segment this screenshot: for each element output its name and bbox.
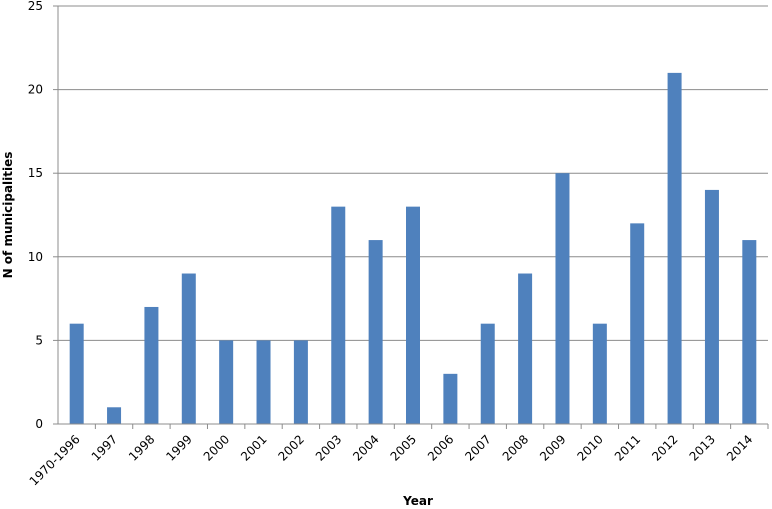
y-tick-label: 0 <box>35 417 43 431</box>
bar-2011 <box>630 223 645 424</box>
x-tick-label: 2000 <box>201 432 232 463</box>
bar-2013 <box>704 189 719 424</box>
x-tick-label: 1970-1996 <box>27 432 83 488</box>
bar-1970-1996 <box>69 323 84 424</box>
bar-2006 <box>443 373 458 424</box>
x-tick-label: 2010 <box>574 432 605 463</box>
bar-2004 <box>368 240 383 424</box>
x-tick-label: 2007 <box>462 432 493 463</box>
bar-2002 <box>293 340 308 424</box>
y-tick-label: 15 <box>28 166 43 180</box>
gridlines <box>53 5 768 425</box>
bar-1997 <box>107 407 122 424</box>
bar-2007 <box>480 323 495 424</box>
y-tick-label: 10 <box>28 250 43 264</box>
x-tick-label: 2002 <box>276 432 307 463</box>
bar-2005 <box>406 206 420 424</box>
bar-1999 <box>181 273 196 424</box>
bar-2009 <box>555 173 570 424</box>
y-tick-labels: 0 5 10 15 20 25 <box>28 0 43 431</box>
x-tick-label: 2013 <box>687 432 718 463</box>
bars <box>69 72 757 424</box>
x-tick-label: 2014 <box>724 432 755 463</box>
x-tick-label: 2012 <box>649 432 680 463</box>
x-tick-labels: 1970-1996 1997 1998 1999 2000 2001 2002 2003 200… <box>27 432 756 488</box>
bar-2014 <box>742 240 757 424</box>
x-axis-title: Year <box>402 494 433 508</box>
x-tick-label: 2006 <box>425 432 456 463</box>
x-tick-label: 2004 <box>350 432 381 463</box>
bar-2010 <box>592 323 607 424</box>
bar-2008 <box>518 273 533 424</box>
x-tick-label: 1997 <box>89 432 120 463</box>
x-tick-label: 1999 <box>163 432 194 463</box>
y-tick-label: 20 <box>28 83 43 97</box>
x-tick-label: 1998 <box>126 432 157 463</box>
y-tick-label: 5 <box>35 333 43 347</box>
x-tick-label: 2011 <box>612 432 643 463</box>
bar-2003 <box>331 206 346 424</box>
x-tick-label: 2009 <box>537 432 568 463</box>
y-axis-title: N of municipalities <box>1 152 15 279</box>
bar-1998 <box>144 306 159 424</box>
bar-2000 <box>219 340 234 424</box>
x-tick-label: 2008 <box>500 432 531 463</box>
y-tick-label: 25 <box>28 0 43 13</box>
bar-2012 <box>667 72 682 424</box>
x-tick-label: 2003 <box>313 432 344 463</box>
x-tick-label: 2001 <box>238 432 269 463</box>
axes <box>57 6 769 429</box>
x-tick-label: 2005 <box>388 432 419 463</box>
bar-2001 <box>256 340 271 424</box>
